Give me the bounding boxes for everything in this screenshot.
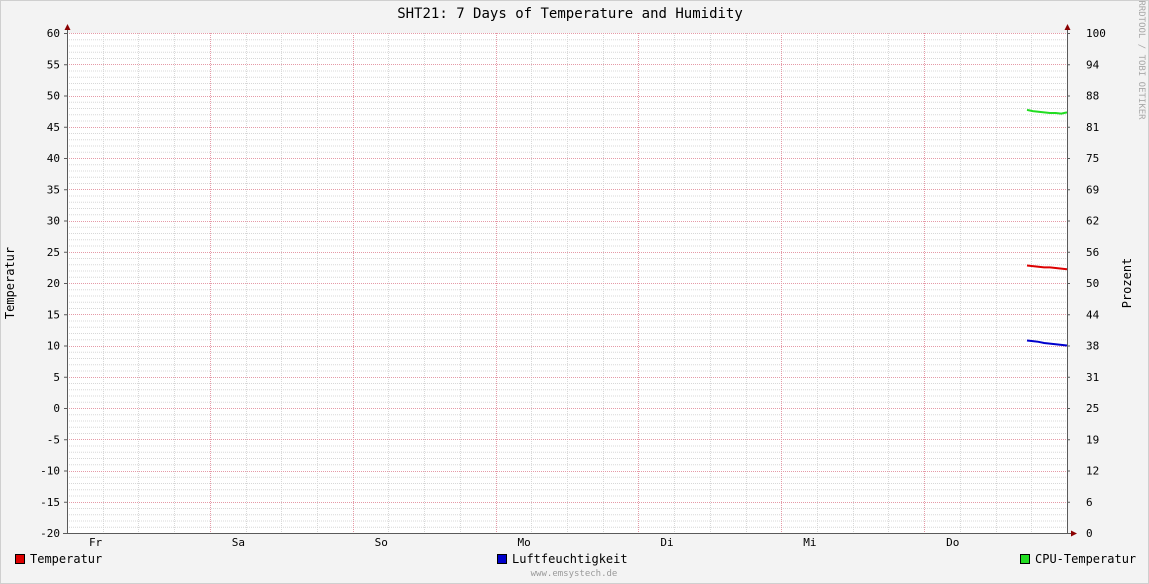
y-tick-label-right: 56	[1086, 246, 1099, 259]
y-tick-label-right: 62	[1086, 215, 1099, 228]
series-line-temperatur	[1026, 264, 1068, 271]
y-tick-label-left: 55	[47, 58, 60, 71]
y-axis-right-arrow	[1064, 24, 1071, 30]
y-axis-left-label: Temperatur	[3, 247, 17, 319]
y-tick-label-left: 0	[53, 402, 60, 415]
y-tick-label-left: 35	[47, 183, 60, 196]
y-tick-label-right: 69	[1086, 183, 1099, 196]
y-tick-label-right: 0	[1086, 527, 1093, 540]
y-tick-label-left: 20	[47, 277, 60, 290]
y-tick-label-right: 88	[1086, 90, 1099, 103]
y-tick-label-right: 94	[1086, 58, 1100, 71]
y-tick-label-left: 30	[47, 215, 60, 228]
y-tick-label-left: -15	[40, 496, 60, 509]
y-tick-label-left: 15	[47, 308, 60, 321]
y-tick-label-right: 6	[1086, 496, 1093, 509]
y-tick-label-left: 50	[47, 90, 60, 103]
y-axis-right-label: Prozent	[1120, 258, 1134, 309]
legend-swatch	[1020, 554, 1030, 564]
footer-credit: www.emsystech.de	[531, 569, 618, 579]
x-tick-label: Fr	[89, 536, 103, 549]
y-tick-label-right: 44	[1086, 308, 1100, 321]
y-tick-label-right: 25	[1086, 402, 1099, 415]
x-tick-label: Mo	[518, 536, 531, 549]
x-tick-label: Mi	[803, 536, 816, 549]
y-tick-label-left: -10	[40, 465, 60, 478]
chart-title: SHT21: 7 Days of Temperature and Humidit…	[397, 6, 743, 22]
x-tick-label: Do	[946, 536, 959, 549]
y-tick-label-right: 100	[1086, 27, 1106, 40]
y-tick-label-left: 40	[47, 152, 60, 165]
x-tick-label: Di	[660, 536, 673, 549]
x-tick-label: Sa	[232, 536, 245, 549]
series-lines	[1026, 108, 1068, 347]
legend-swatch	[15, 554, 25, 564]
y-tick-label-right: 81	[1086, 121, 1099, 134]
y-tick-label-left: -20	[40, 527, 60, 540]
grid	[67, 33, 1068, 534]
series-line-luftfeuchtigkeit	[1026, 339, 1068, 347]
x-tick-label: So	[375, 536, 388, 549]
legend: Temperatur Luftfeuchtigkeit CPU-Temperatur	[15, 552, 1136, 566]
y-tick-label-right: 75	[1086, 152, 1099, 165]
y-tick-label-left: -5	[47, 433, 60, 446]
legend-label: Luftfeuchtigkeit	[512, 552, 628, 566]
y-tick-label-right: 12	[1086, 465, 1099, 478]
y-tick-label-left: 45	[47, 121, 60, 134]
rrdtool-watermark: RRDTOOL / TOBI OETIKER	[1136, 0, 1146, 120]
y-tick-label-left: 5	[53, 371, 60, 384]
legend-label: CPU-Temperatur	[1035, 552, 1136, 566]
legend-label: Temperatur	[30, 552, 102, 566]
y-tick-label-right: 50	[1086, 277, 1099, 290]
legend-swatch	[497, 554, 507, 564]
x-axis-arrow	[1071, 530, 1077, 537]
y-tick-label-right: 38	[1086, 340, 1099, 353]
y-tick-label-left: 25	[47, 246, 60, 259]
y-tick-label-right: 31	[1086, 371, 1099, 384]
y-tick-label-right: 19	[1086, 433, 1099, 446]
series-line-cpu-temperatur	[1026, 108, 1068, 115]
y-tick-label-left: 10	[47, 340, 60, 353]
y-tick-label-left: 60	[47, 27, 60, 40]
axes: 605550454035302520151050-5-10-15-2010094…	[40, 24, 1106, 549]
y-axis-left-arrow	[64, 24, 71, 30]
